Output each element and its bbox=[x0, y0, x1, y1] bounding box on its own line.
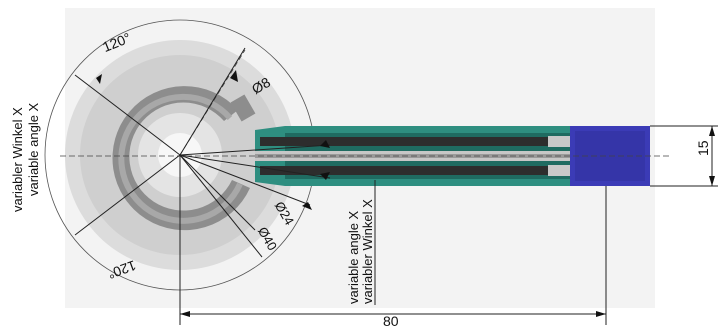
width-label: 15 bbox=[695, 140, 711, 156]
length-label: 80 bbox=[383, 313, 399, 327]
conductor-stripe-bottom bbox=[260, 166, 560, 175]
conductor-stripe-top bbox=[260, 137, 560, 146]
width-arrow-top bbox=[709, 126, 715, 136]
radial-lines bbox=[74, 47, 331, 258]
arrowheads bbox=[96, 70, 330, 210]
variable-angle-bottom-en: variable angle X bbox=[346, 210, 361, 304]
length-arrow-left bbox=[180, 311, 190, 317]
contact-pad-bottom bbox=[548, 165, 573, 176]
contact-pad-top bbox=[548, 136, 573, 147]
length-arrow-right bbox=[596, 311, 606, 317]
track-ring-inner bbox=[118, 93, 243, 224]
variable-angle-bottom-de: variabler Winkel X bbox=[360, 199, 375, 304]
width-arrow-bottom bbox=[709, 176, 715, 186]
variable-angle-left-en: variable angle X bbox=[26, 102, 41, 196]
variable-angle-left-de: variabler Winkel X bbox=[10, 107, 25, 212]
track-tab bbox=[230, 94, 256, 122]
